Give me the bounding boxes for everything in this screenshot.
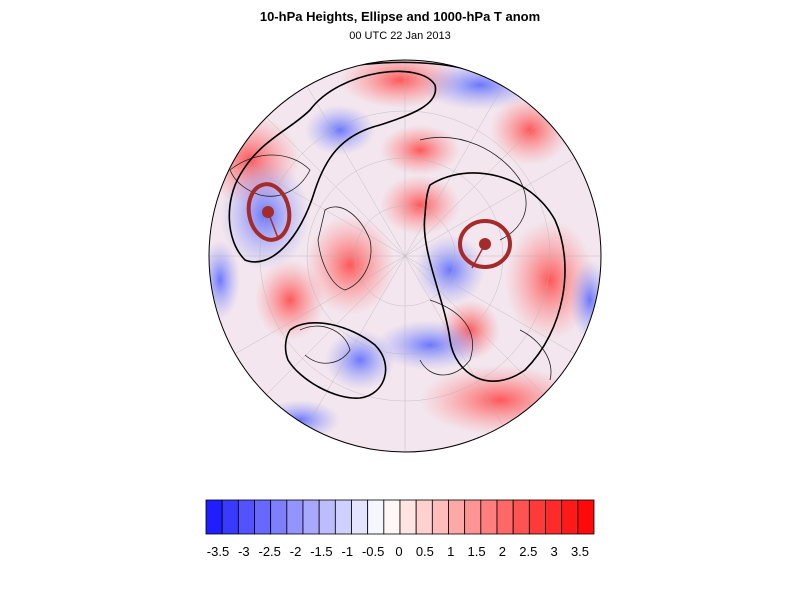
colorbar-tick-label: 1 [447,544,454,559]
colorbar-box [286,499,304,535]
vortex-ellipse-left [246,182,292,242]
colorbar-box [351,499,369,535]
colorbar-tick-label: -2 [290,544,302,559]
colorbar-box [221,499,239,535]
colorbar-tick-label: 2 [499,544,506,559]
colorbar-box [383,499,401,535]
colorbar-tick-labels: -3.5 -3 -2.5 -2 -1.5 -1 -0.5 0 0.5 1 1.5 2 2.5 3 3.5 [207,544,589,559]
colorbar-box [528,499,546,535]
colorbar-tick-label: -2.5 [259,544,281,559]
colorbar-tick-label: -1.5 [310,544,332,559]
colorbar-box [237,499,255,535]
colorbar-tick-label: -0.5 [362,544,384,559]
colorbar-box [561,499,579,535]
globe-outline [208,59,602,453]
colorbar-tick-label: 0 [395,544,402,559]
plot-title: 10-hPa Heights, Ellipse and 1000-hPa T a… [259,9,541,24]
colorbar-box [205,499,223,535]
colorbar-tick-label: 1.5 [468,544,486,559]
colorbar-box [545,499,563,535]
colorbar-boxes [205,499,595,535]
colorbar-box [577,499,595,535]
colorbar-box [318,499,336,535]
colorbar-box [464,499,482,535]
colorbar-tick-label: -1 [342,544,354,559]
colorbar-box [399,499,417,535]
coastlines [229,137,552,381]
colorbar-box [512,499,530,535]
colorbar-tick-label: -3.5 [207,544,229,559]
colorbar-tick-label: 2.5 [519,544,537,559]
colorbar-tick-label: -3 [238,544,250,559]
colorbar-box [367,499,385,535]
colorbar-box [334,499,352,535]
colorbar-box [302,499,320,535]
temperature-anomaly-field [209,60,601,452]
vortex-ellipse-right [458,219,512,269]
colorbar-box [431,499,449,535]
colorbar-tick-label: 3 [551,544,558,559]
colorbar-box [270,499,288,535]
colorbar-tick-label: 0.5 [416,544,434,559]
colorbar-box [448,499,466,535]
colorbar-box [480,499,498,535]
colorbar-tick-label: 3.5 [571,544,589,559]
colorbar-box [496,499,514,535]
colorbar-box [415,499,433,535]
colorbar-box [254,499,272,535]
plot-subtitle: 00 UTC 22 Jan 2013 [349,30,451,42]
